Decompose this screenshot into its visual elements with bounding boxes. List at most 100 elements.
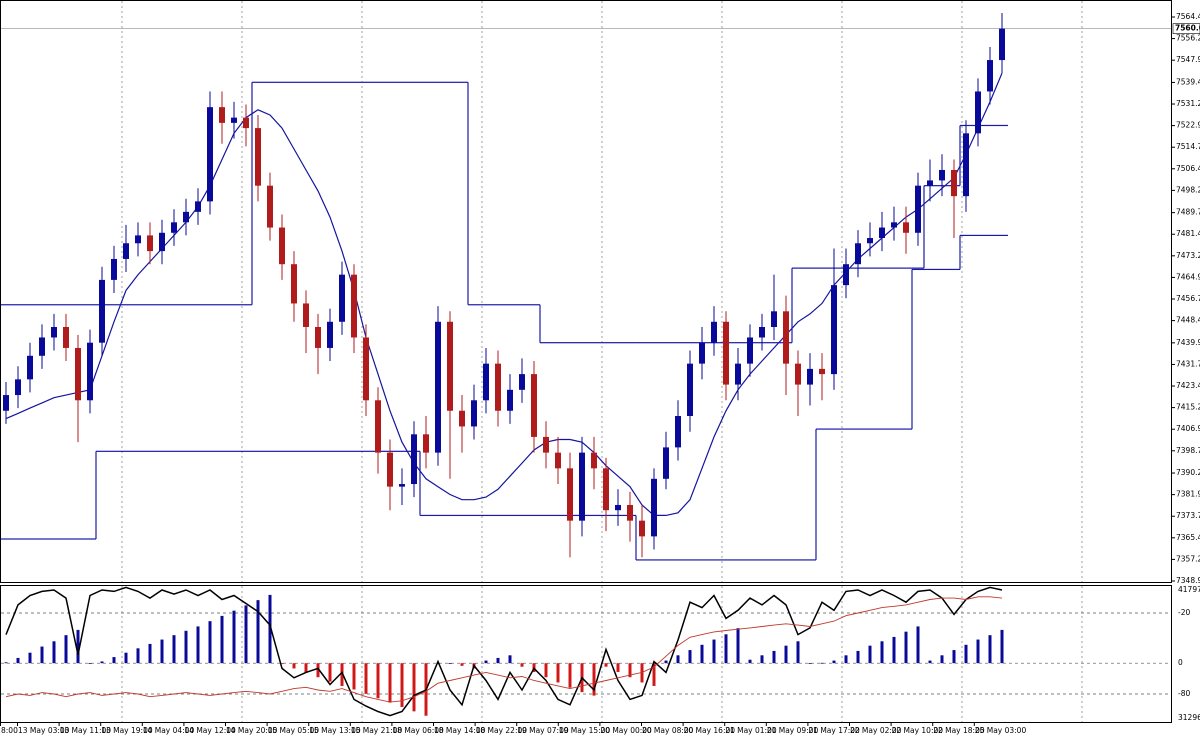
candle-body	[783, 311, 789, 364]
candle-body	[639, 520, 645, 537]
histogram-bar	[952, 650, 956, 664]
candle-body	[423, 434, 429, 453]
x-tick-label: 14 May 12:00	[184, 726, 236, 735]
candle-body	[771, 311, 777, 328]
histogram-bar	[592, 663, 596, 696]
y-tick-label: 7439.95	[1176, 338, 1200, 347]
candle-body	[867, 238, 873, 244]
candle-body	[159, 232, 165, 252]
histogram-bar	[784, 645, 788, 664]
candle-body	[831, 285, 837, 375]
candle-body	[123, 243, 129, 259]
histogram-bar	[112, 657, 116, 664]
y-tick-label: 7348.95	[1176, 576, 1200, 585]
y-tick-label: 7506.45	[1176, 164, 1200, 173]
candle-body	[327, 321, 333, 348]
x-tick-label: 13 May 19:00	[101, 726, 153, 735]
histogram-bar	[940, 655, 944, 664]
candle-body	[111, 258, 117, 280]
candle-body	[231, 117, 237, 123]
candle-body	[807, 368, 813, 385]
candle-body	[855, 243, 861, 265]
candle-body	[267, 185, 273, 228]
histogram-bar	[700, 644, 704, 664]
histogram-bar	[364, 663, 368, 694]
histogram-bar	[724, 634, 728, 664]
histogram-bar	[40, 646, 44, 664]
x-tick-label: 8:00	[1, 726, 18, 735]
x-tick-label: 21 May 17:00	[808, 726, 860, 735]
histogram-bar	[388, 663, 392, 703]
marks-layer	[0, 12, 1172, 717]
histogram-bar	[340, 663, 344, 686]
x-tick-label: 13 May 11:00	[60, 726, 112, 735]
histogram-bar	[496, 657, 500, 664]
candle-body	[339, 274, 345, 322]
histogram-bar	[436, 663, 440, 664]
histogram-bar	[988, 635, 992, 664]
candle-body	[315, 327, 321, 348]
candle-body	[183, 211, 189, 223]
candle-body	[207, 107, 213, 202]
histogram-bar	[328, 663, 332, 682]
candle-body	[603, 468, 609, 511]
x-tick-label: 20 May 08:00	[642, 726, 694, 735]
candle-body	[459, 410, 465, 427]
grid-layer	[1, 1, 1172, 722]
y-tick-label: -20	[1178, 608, 1190, 617]
candle-body	[627, 504, 633, 521]
histogram-bar	[856, 650, 860, 664]
histogram-bar	[688, 650, 692, 664]
y-tick-label: 7456.70	[1176, 294, 1200, 303]
histogram-bar	[184, 630, 188, 664]
candle-body	[543, 436, 549, 453]
candle-body	[387, 452, 393, 487]
candle-body	[279, 227, 285, 265]
histogram-bar	[556, 663, 560, 683]
x-tick-label: 25 May 03:00	[975, 726, 1027, 735]
candle-body	[975, 91, 981, 134]
candle-body	[87, 342, 93, 401]
candle-body	[135, 235, 141, 244]
histogram-bar	[976, 639, 980, 664]
histogram-bar	[244, 605, 248, 664]
y-tick-label: 7531.20	[1176, 99, 1200, 108]
moving-average	[5, 72, 1003, 516]
histogram-bar	[220, 615, 224, 664]
histogram-bar	[148, 643, 152, 664]
histogram-bar	[208, 621, 212, 664]
candle-body	[447, 321, 453, 411]
x-tick-label: 18 May 14:00	[434, 726, 486, 735]
x-tick-label: 22 May 10:00	[892, 726, 944, 735]
oscillator-line	[5, 586, 1003, 717]
histogram-bar	[400, 663, 404, 707]
y2-tick-label: 0	[1178, 658, 1183, 667]
candle-body	[435, 321, 441, 453]
x-tick-label: 21 May 01:00	[725, 726, 777, 735]
y-tick-label: 7431.70	[1176, 359, 1200, 368]
y-tick-label: 7498.20	[1176, 185, 1200, 194]
candle-body	[195, 201, 201, 212]
y-tick-label: 7539.45	[1176, 77, 1200, 86]
x-tick-label: 21 May 09:00	[767, 726, 819, 735]
candle-body	[483, 363, 489, 401]
histogram-bar	[772, 650, 776, 664]
current-price-box	[1172, 23, 1200, 34]
y-tick-label: 7448.45	[1176, 316, 1200, 325]
x-tick-label: 22 May 02:00	[850, 726, 902, 735]
x-tick-label: 22 May 18:00	[933, 726, 985, 735]
histogram-bar	[520, 663, 524, 667]
candle-body	[579, 452, 585, 521]
candle-body	[723, 321, 729, 385]
candle-body	[99, 279, 105, 343]
x-tick-label: 15 May 05:00	[268, 726, 320, 735]
y-tick-label: 7489.70	[1176, 208, 1200, 217]
candle-body	[927, 180, 933, 186]
histogram-bar	[808, 663, 812, 664]
histogram-bar	[88, 663, 92, 664]
y-tick-label: 7556.20	[1176, 34, 1200, 43]
y-tick-label: 7406.95	[1176, 424, 1200, 433]
histogram-bar	[1000, 629, 1004, 664]
